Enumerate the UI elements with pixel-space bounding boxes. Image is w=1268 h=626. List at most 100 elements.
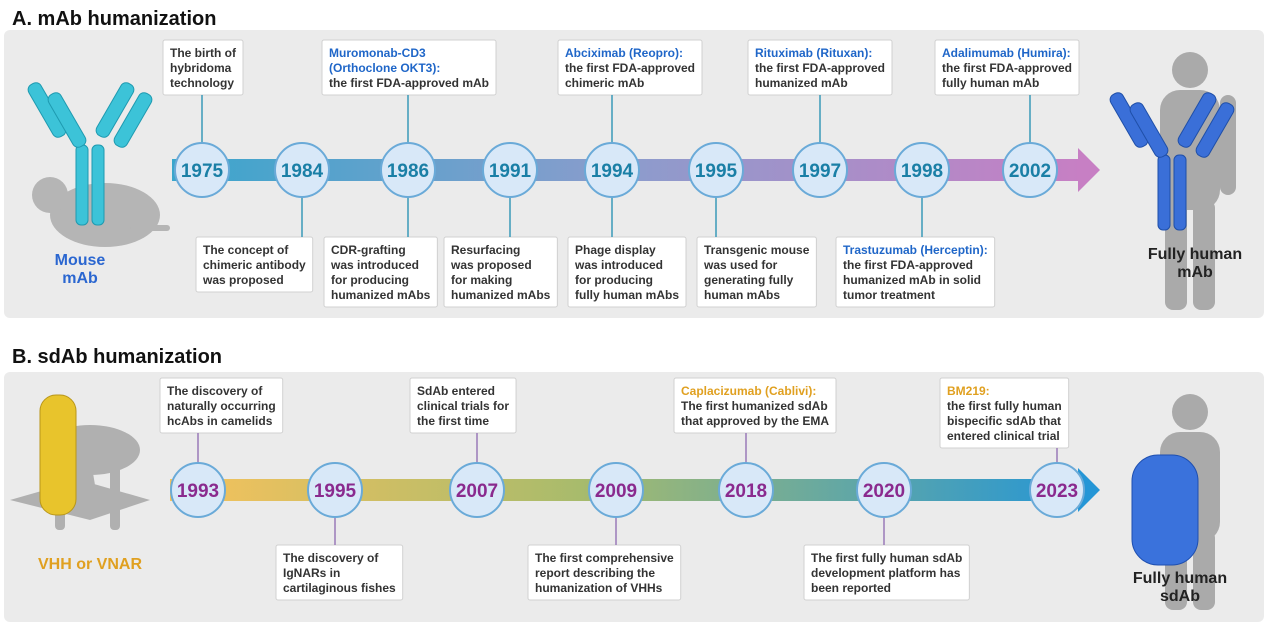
note-text: the first FDA-approved: [755, 61, 885, 75]
note-text: SdAb entered: [417, 384, 495, 398]
note-text: The discovery of: [283, 551, 379, 565]
year-circle: [174, 142, 230, 198]
note-text: the first time: [417, 414, 489, 428]
year-label: 2009: [595, 481, 637, 502]
note-box: [673, 377, 837, 434]
year-label: 1991: [489, 161, 532, 182]
note-box: [443, 236, 558, 308]
note-text: hcAbs in camelids: [167, 414, 273, 428]
note-text: tumor treatment: [843, 288, 935, 302]
year-circle: [584, 142, 640, 198]
note-box: [567, 236, 687, 308]
note-text: humanized mAbs: [451, 288, 551, 302]
note-text: humanized mAbs: [331, 288, 431, 302]
note-box: [696, 236, 817, 308]
year-label: 2023: [1036, 481, 1078, 502]
note-text: hybridoma: [170, 61, 232, 75]
note-text: the first FDA-approved: [942, 61, 1072, 75]
vhh-icon: [39, 394, 77, 516]
note-text: was proposed: [202, 273, 284, 287]
note-box: [939, 377, 1070, 449]
note-text: naturally occurring: [167, 399, 276, 413]
note-box: [803, 544, 970, 601]
year-label: 2018: [725, 481, 767, 502]
year-label: 1994: [591, 161, 634, 182]
note-heading: Rituximab (Rituxan):: [755, 46, 872, 60]
year-circle: [588, 462, 644, 518]
year-label: 1997: [799, 161, 841, 182]
note-text: Transgenic mouse: [704, 243, 810, 257]
year-circle: [856, 462, 912, 518]
note-box: [195, 236, 314, 293]
note-text: for producing: [331, 273, 409, 287]
note-heading: Trastuzumab (Herceptin):: [843, 243, 988, 257]
note-text: the first FDA-approved: [843, 258, 973, 272]
year-circle: [894, 142, 950, 198]
note-heading: Muromonab-CD3: [329, 46, 426, 60]
note-text: the first fully human: [947, 399, 1062, 413]
note-text: the first FDA-approved mAb: [329, 76, 489, 90]
note-text: The first fully human sdAb: [811, 551, 962, 565]
note-text: Resurfacing: [451, 243, 520, 257]
note-text: The concept of: [203, 243, 289, 257]
note-text: human mAbs: [704, 288, 780, 302]
note-text: chimeric mAb: [565, 76, 644, 90]
note-text: humanized mAb: [755, 76, 848, 90]
note-text: for producing: [575, 273, 653, 287]
year-label: 1986: [387, 161, 429, 182]
year-circle: [274, 142, 330, 198]
sdab-icon: [1131, 454, 1199, 566]
year-circle: [688, 142, 744, 198]
note-text: was introduced: [574, 258, 663, 272]
antibody-icon: [27, 82, 153, 226]
source-label: Mouse mAb: [54, 252, 106, 287]
note-text: The discovery of: [167, 384, 263, 398]
milestone-note: Muromonab-CD3(Orthoclone OKT3):the first…: [321, 39, 497, 96]
note-text: The birth of: [170, 46, 237, 60]
year-label: 1993: [177, 481, 219, 502]
note-text: generating fully: [704, 273, 794, 287]
note-text: cartilaginous fishes: [283, 581, 396, 595]
year-circle: [307, 462, 363, 518]
note-text: Phage display: [575, 243, 656, 257]
milestone-note: Adalimumab (Humira):the first FDA-approv…: [934, 39, 1080, 96]
note-box: [557, 39, 703, 96]
note-text: been reported: [811, 581, 891, 595]
year-circle: [718, 462, 774, 518]
year-circle: [1002, 142, 1058, 198]
note-text: for making: [451, 273, 512, 287]
note-heading: (Orthoclone OKT3):: [329, 61, 440, 75]
note-text: the first FDA-approved: [565, 61, 695, 75]
year-label: 2002: [1009, 161, 1051, 182]
note-box: [159, 377, 284, 434]
note-box: [527, 544, 682, 601]
year-label: 1998: [901, 161, 943, 182]
milestone-note: Caplacizumab (Cablivi):The first humaniz…: [673, 377, 837, 434]
note-text: was used for: [703, 258, 778, 272]
milestone-note: Rituximab (Rituxan):the first FDA-approv…: [747, 39, 893, 96]
panel-title: B. sdAb humanization: [12, 346, 222, 368]
year-circle: [380, 142, 436, 198]
note-text: bispecific sdAb that: [947, 414, 1061, 428]
note-box: [162, 39, 244, 96]
note-text: was proposed: [450, 258, 532, 272]
year-label: 1995: [695, 161, 738, 182]
note-text: entered clinical trial: [947, 429, 1060, 443]
note-box: [934, 39, 1080, 96]
note-box: [835, 236, 996, 308]
note-text: fully human mAbs: [575, 288, 679, 302]
note-heading: Adalimumab (Humira):: [942, 46, 1071, 60]
note-heading: BM219:: [947, 384, 990, 398]
note-text: chimeric antibody: [203, 258, 306, 272]
note-text: humanized mAb in solid: [843, 273, 981, 287]
note-text: CDR-grafting: [331, 243, 406, 257]
